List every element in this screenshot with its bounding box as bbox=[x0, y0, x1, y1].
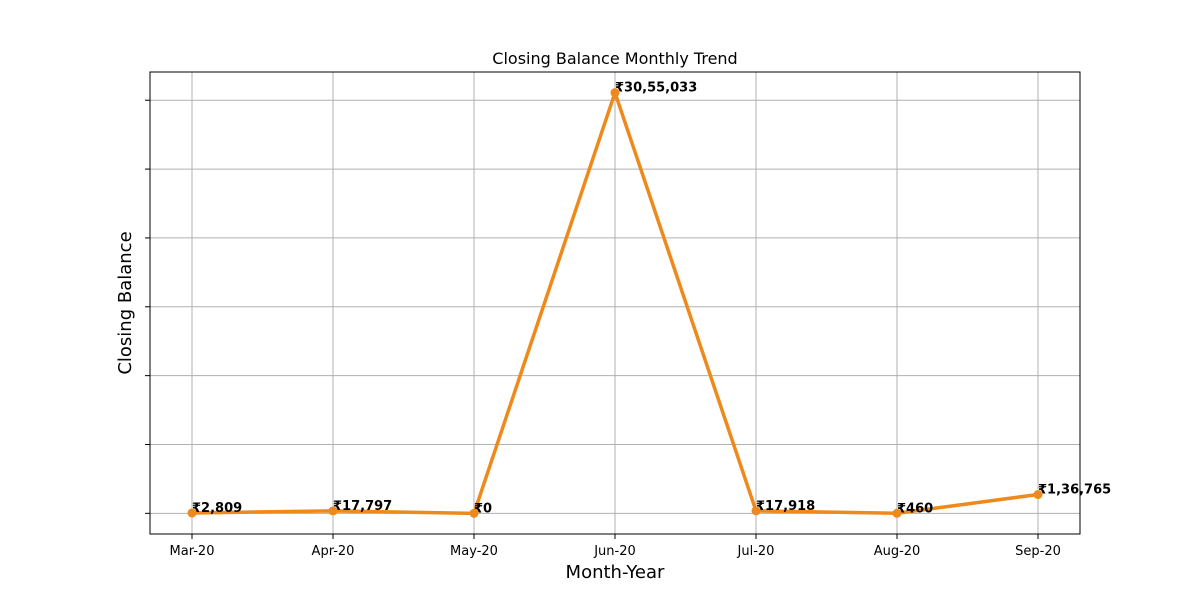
data-point bbox=[469, 508, 479, 518]
data-point bbox=[1033, 490, 1043, 500]
x-tick-label: Apr-20 bbox=[312, 544, 355, 559]
data-label: ₹2,809 bbox=[192, 501, 242, 516]
x-tick-label: Jun-20 bbox=[593, 544, 636, 559]
data-point bbox=[187, 508, 197, 518]
data-label: ₹17,797 bbox=[333, 499, 392, 514]
x-axis-label: Month-Year bbox=[566, 562, 665, 583]
ticks: Mar-20 Apr-20 May-20 Jun-20 Jul-20 Aug-20 Sep-… bbox=[145, 99, 1061, 559]
data-label: ₹1,36,765 bbox=[1038, 483, 1111, 498]
data-point bbox=[610, 88, 620, 98]
grid bbox=[150, 72, 1080, 534]
data-point bbox=[751, 506, 761, 516]
x-tick-label: Sep-20 bbox=[1015, 544, 1061, 559]
x-tick-label: May-20 bbox=[450, 544, 498, 559]
chart-title: Closing Balance Monthly Trend bbox=[492, 49, 737, 68]
series bbox=[187, 88, 1043, 518]
x-tick-label: Aug-20 bbox=[874, 544, 921, 559]
data-label: ₹460 bbox=[897, 501, 933, 516]
data-point bbox=[892, 508, 902, 518]
data-label: ₹30,55,033 bbox=[615, 81, 697, 96]
y-axis-label: Closing Balance bbox=[115, 231, 136, 374]
data-label: ₹0 bbox=[474, 501, 492, 516]
data-labels: ₹2,809 ₹17,797 ₹0 ₹30,55,033 ₹17,918 ₹460 ₹1,3… bbox=[192, 81, 1111, 517]
data-label: ₹17,918 bbox=[756, 499, 815, 514]
x-tick-label: Jul-20 bbox=[737, 544, 775, 559]
data-point bbox=[328, 506, 338, 516]
x-tick-label: Mar-20 bbox=[170, 544, 215, 559]
